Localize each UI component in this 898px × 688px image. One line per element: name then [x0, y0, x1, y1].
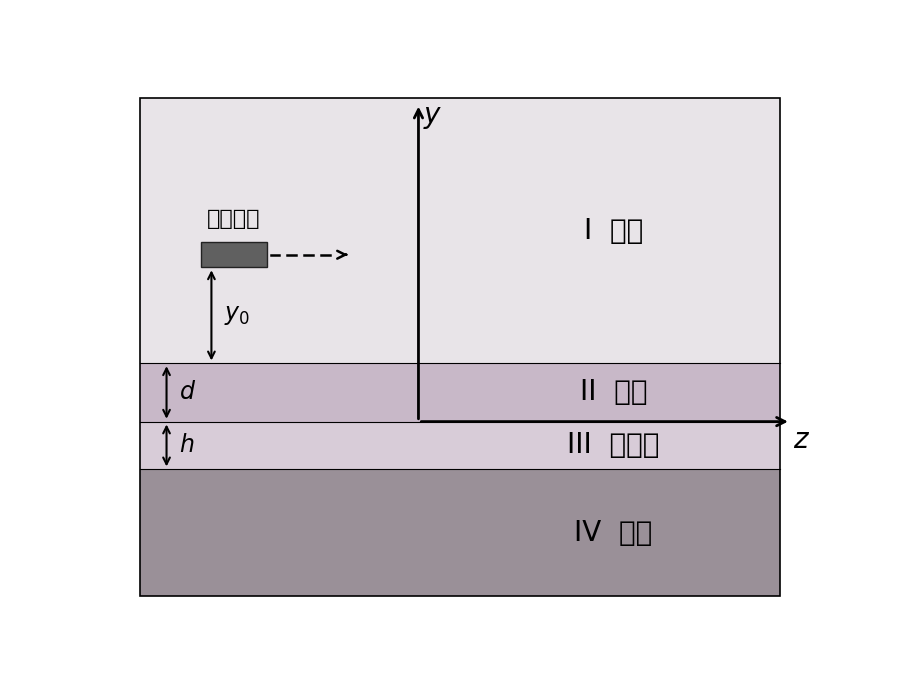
- Bar: [140, 422, 780, 469]
- Text: IV  基底: IV 基底: [574, 519, 653, 547]
- Text: $d$: $d$: [179, 380, 196, 405]
- Text: z: z: [793, 426, 807, 454]
- Bar: [140, 98, 780, 363]
- Text: III  缓冲层: III 缓冲层: [568, 431, 659, 460]
- Text: II  薄膜: II 薄膜: [579, 378, 647, 407]
- Bar: [140, 363, 780, 422]
- Text: $h$: $h$: [179, 433, 195, 458]
- Text: y: y: [424, 101, 440, 129]
- Text: $y_0$: $y_0$: [224, 303, 250, 327]
- Bar: [140, 469, 780, 596]
- Text: 运动电子: 运动电子: [207, 208, 260, 229]
- Text: I  真空: I 真空: [584, 217, 643, 245]
- Bar: [201, 242, 267, 268]
